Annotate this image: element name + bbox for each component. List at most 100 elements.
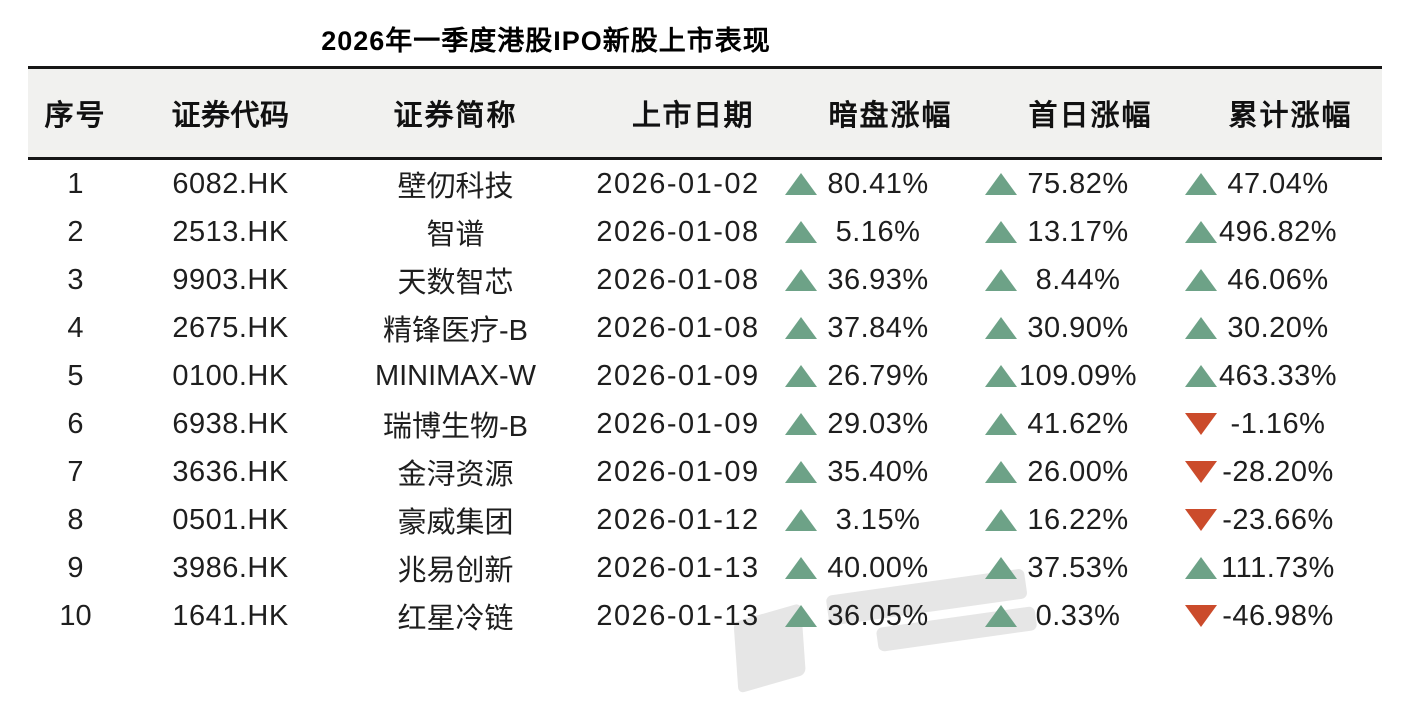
up-triangle-icon xyxy=(785,605,817,627)
cumulative-gain-cell: 47.04% xyxy=(1183,168,1363,201)
table-header-row: 序号 证券代码 证券简称 上市日期 暗盘涨幅 首日涨幅 累计涨幅 xyxy=(28,66,1382,160)
dark-pool-gain-cell: 40.00% xyxy=(783,552,963,585)
up-triangle-icon xyxy=(785,365,817,387)
up-triangle-icon xyxy=(985,317,1017,339)
serial-number: 2 xyxy=(67,215,84,248)
up-triangle-icon xyxy=(785,413,817,435)
first-day-gain-cell: 8.44% xyxy=(983,264,1163,297)
header-dark-pool-gain: 暗盘涨幅 xyxy=(828,100,953,132)
first-day-gain-value: 8.44% xyxy=(1035,263,1121,296)
up-triangle-icon xyxy=(785,461,817,483)
first-day-gain-cell: 37.53% xyxy=(983,552,1163,585)
dark-pool-gain-cell: 3.15% xyxy=(783,504,963,537)
stock-code: 9903.HK xyxy=(172,263,289,296)
up-triangle-icon xyxy=(785,269,817,291)
first-day-gain-value: 16.22% xyxy=(1027,503,1129,536)
cumulative-gain-value: 46.06% xyxy=(1227,263,1329,296)
up-triangle-icon xyxy=(1185,557,1217,579)
table-row: 5 0100.HK MINIMAX-W 2026-01-09 26.79% 10… xyxy=(28,352,1382,400)
table-row: 6 6938.HK 瑞博生物-B 2026-01-09 29.03% 41.62… xyxy=(28,400,1382,448)
up-triangle-icon xyxy=(985,173,1017,195)
stock-code: 3636.HK xyxy=(172,455,289,488)
first-day-gain-value: 0.33% xyxy=(1035,599,1121,632)
table-row: 2 2513.HK 智谱 2026-01-08 5.16% 13.17% 496… xyxy=(28,208,1382,256)
dark-pool-gain-value: 5.16% xyxy=(835,215,921,248)
table-row: 3 9903.HK 天数智芯 2026-01-08 36.93% 8.44% 4… xyxy=(28,256,1382,304)
table-row: 7 3636.HK 金浔资源 2026-01-09 35.40% 26.00% … xyxy=(28,448,1382,496)
cumulative-gain-value: 463.33% xyxy=(1219,359,1337,392)
stock-code: 2513.HK xyxy=(172,215,289,248)
stock-code: 6938.HK xyxy=(172,407,289,440)
serial-number: 7 xyxy=(67,455,84,488)
up-triangle-icon xyxy=(1185,221,1217,243)
down-triangle-icon xyxy=(1185,461,1217,483)
up-triangle-icon xyxy=(785,221,817,243)
first-day-gain-value: 37.53% xyxy=(1027,551,1129,584)
up-triangle-icon xyxy=(985,413,1017,435)
cumulative-gain-value: 30.20% xyxy=(1227,311,1329,344)
table-row: 8 0501.HK 豪威集团 2026-01-12 3.15% 16.22% -… xyxy=(28,496,1382,544)
listing-date: 2026-01-12 xyxy=(596,503,760,536)
up-triangle-icon xyxy=(985,269,1017,291)
listing-date: 2026-01-08 xyxy=(596,263,760,296)
dark-pool-gain-cell: 80.41% xyxy=(783,168,963,201)
up-triangle-icon xyxy=(985,605,1017,627)
cumulative-gain-cell: -23.66% xyxy=(1183,504,1363,537)
dark-pool-gain-value: 35.40% xyxy=(827,455,929,488)
serial-number: 9 xyxy=(67,551,84,584)
stock-code: 0100.HK xyxy=(172,359,289,392)
first-day-gain-value: 30.90% xyxy=(1027,311,1129,344)
dark-pool-gain-value: 36.05% xyxy=(827,599,929,632)
up-triangle-icon xyxy=(1185,365,1217,387)
up-triangle-icon xyxy=(785,557,817,579)
serial-number: 4 xyxy=(67,311,84,344)
dark-pool-gain-cell: 36.93% xyxy=(783,264,963,297)
dark-pool-gain-cell: 29.03% xyxy=(783,408,963,441)
listing-date: 2026-01-13 xyxy=(596,551,760,584)
listing-date: 2026-01-09 xyxy=(596,407,760,440)
cumulative-gain-cell: 46.06% xyxy=(1183,264,1363,297)
stock-name: 壁仞科技 xyxy=(397,171,514,203)
up-triangle-icon xyxy=(785,317,817,339)
cumulative-gain-value: -1.16% xyxy=(1230,407,1326,440)
cumulative-gain-value: 496.82% xyxy=(1219,215,1337,248)
first-day-gain-value: 13.17% xyxy=(1027,215,1129,248)
up-triangle-icon xyxy=(985,221,1017,243)
dark-pool-gain-cell: 36.05% xyxy=(783,600,963,633)
dark-pool-gain-cell: 5.16% xyxy=(783,216,963,249)
ipo-performance-table: 序号 证券代码 证券简称 上市日期 暗盘涨幅 首日涨幅 累计涨幅 1 6082.… xyxy=(28,66,1382,640)
first-day-gain-cell: 75.82% xyxy=(983,168,1163,201)
first-day-gain-value: 109.09% xyxy=(1019,359,1137,392)
dark-pool-gain-value: 29.03% xyxy=(827,407,929,440)
header-first-day-gain: 首日涨幅 xyxy=(1028,100,1153,132)
header-serial-number: 序号 xyxy=(44,100,107,132)
up-triangle-icon xyxy=(785,173,817,195)
up-triangle-icon xyxy=(1185,269,1217,291)
up-triangle-icon xyxy=(1185,173,1217,195)
table-row: 1 6082.HK 壁仞科技 2026-01-02 80.41% 75.82% … xyxy=(28,160,1382,208)
cumulative-gain-cell: -1.16% xyxy=(1183,408,1363,441)
listing-date: 2026-01-13 xyxy=(596,599,760,632)
stock-name: 兆易创新 xyxy=(397,555,514,587)
down-triangle-icon xyxy=(1185,509,1217,531)
first-day-gain-cell: 13.17% xyxy=(983,216,1163,249)
listing-date: 2026-01-08 xyxy=(596,215,760,248)
table-body: 1 6082.HK 壁仞科技 2026-01-02 80.41% 75.82% … xyxy=(28,160,1382,640)
stock-name: 金浔资源 xyxy=(397,459,514,491)
stock-name: 精锋医疗-B xyxy=(382,315,528,347)
first-day-gain-cell: 16.22% xyxy=(983,504,1163,537)
serial-number: 6 xyxy=(67,407,84,440)
first-day-gain-value: 75.82% xyxy=(1027,167,1129,200)
cumulative-gain-cell: -28.20% xyxy=(1183,456,1363,489)
dark-pool-gain-cell: 35.40% xyxy=(783,456,963,489)
first-day-gain-cell: 30.90% xyxy=(983,312,1163,345)
listing-date: 2026-01-02 xyxy=(596,167,760,200)
down-triangle-icon xyxy=(1185,605,1217,627)
stock-name: MINIMAX-W xyxy=(374,359,537,392)
stock-name: 智谱 xyxy=(426,219,485,251)
dark-pool-gain-cell: 37.84% xyxy=(783,312,963,345)
first-day-gain-cell: 26.00% xyxy=(983,456,1163,489)
serial-number: 1 xyxy=(67,167,84,200)
stock-name: 瑞博生物-B xyxy=(382,411,528,443)
stock-code: 3986.HK xyxy=(172,551,289,584)
